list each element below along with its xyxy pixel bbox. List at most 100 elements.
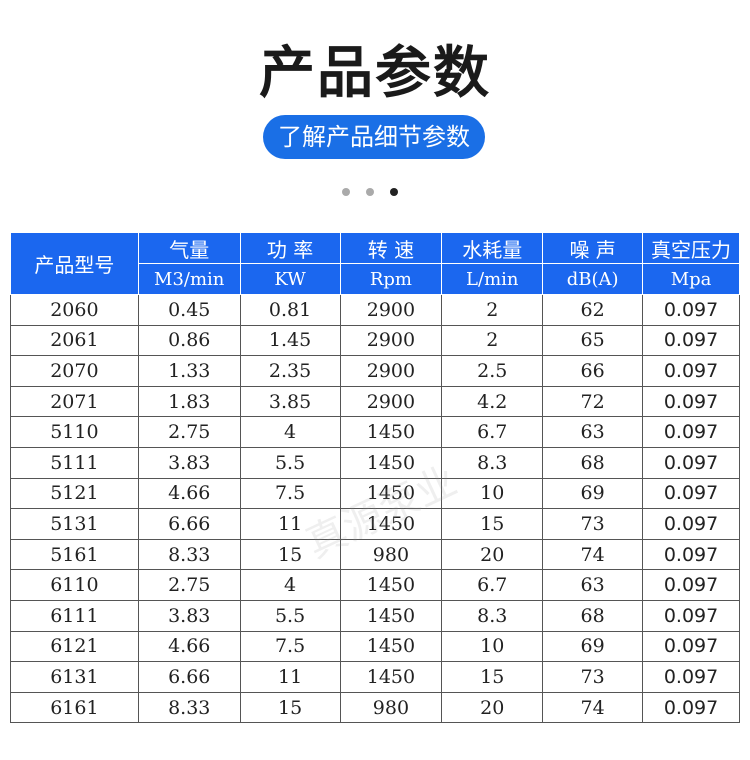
table-cell: 73 [542,661,644,693]
table-cell: 74 [542,691,644,724]
header-unit: L/min [441,263,544,295]
table-cell: 7.5 [239,477,341,510]
header-unit: Rpm [339,263,443,295]
table-cell: 8.33 [137,691,241,724]
table-row: 5131 6.66 11 1450 15 73 0.097 [10,508,740,540]
header-unit: dB(A) [542,263,644,295]
spec-table: 产品型号 气量功 率转 速水耗量噪 声真空压力 M3/min KW Rpm L/min dB… [10,232,740,724]
table-cell: 2.35 [239,355,341,387]
table-cell: 6.66 [137,661,241,693]
header-name: 噪 声 [542,232,644,264]
table-cell: 74 [542,538,644,571]
table-cell: 72 [542,385,644,418]
table-cell: 1.45 [239,324,341,357]
table-cell: 2 [441,294,544,326]
table-cell: 0.097 [642,385,740,418]
table-cell: 10 [441,477,544,510]
header-unit: KW [239,263,341,295]
table-cell: 6.66 [137,508,241,540]
table-cell: 4.66 [137,477,241,510]
page-title: 产品参数 [259,41,491,106]
table-cell: 0.45 [137,294,241,326]
carousel-dot[interactable] [342,188,350,196]
table-cell: 6131 [10,661,139,693]
table-cell: 11 [239,508,341,540]
table-cell: 6.7 [441,569,544,601]
header-unit: M3/min [137,263,241,295]
table-row: 5161 8.33 15 980 20 74 0.097 [10,538,740,571]
table-row: 2071 1.83 3.85 2900 4.2 72 0.097 [10,385,740,418]
header-name: 气量 [137,232,241,264]
table-cell: 2070 [10,355,139,387]
table-cell: 0.097 [642,691,740,724]
table-cell: 5161 [10,538,139,571]
table-cell: 15 [441,508,544,540]
table-cell: 0.097 [642,294,740,326]
table-cell: 8.33 [137,538,241,571]
table-cell: 68 [542,599,644,632]
table-cell: 7.5 [239,630,341,663]
header-model: 产品型号 [10,232,139,295]
table-cell: 0.097 [642,324,740,357]
table-cell: 2900 [339,294,443,326]
table-cell: 65 [542,324,644,357]
table-cell: 0.097 [642,569,740,601]
table-cell: 1450 [339,599,443,632]
table-cell: 1450 [339,661,443,693]
carousel-dot[interactable] [366,188,374,196]
table-cell: 3.83 [137,446,241,479]
table-cell: 5131 [10,508,139,540]
table-cell: 3.83 [137,599,241,632]
table-cell: 2.75 [137,416,241,448]
table-cell: 6110 [10,569,139,601]
table-cell: 2 [441,324,544,357]
table-cell: 980 [339,538,443,571]
product-details-button[interactable]: 了解产品细节参数 [263,115,485,159]
table-cell: 2900 [339,355,443,387]
table-cell: 8.3 [441,446,544,479]
table-cell: 5111 [10,446,139,479]
table-cell: 1.33 [137,355,241,387]
table-cell: 1450 [339,416,443,448]
table-cell: 69 [542,477,644,510]
table-cell: 5.5 [239,446,341,479]
table-cell: 6161 [10,691,139,724]
table-cell: 63 [542,569,644,601]
table-cell: 1450 [339,508,443,540]
table-cell: 15 [239,691,341,724]
table-row: 5110 2.75 4 1450 6.7 63 0.097 [10,416,740,448]
table-cell: 4 [239,569,341,601]
table-cell: 6111 [10,599,139,632]
table-cell: 2900 [339,385,443,418]
carousel-dot-active[interactable] [390,188,398,196]
table-cell: 2.75 [137,569,241,601]
table-cell: 2060 [10,294,139,326]
header-name: 水耗量 [441,232,544,264]
table-cell: 0.86 [137,324,241,357]
table-cell: 66 [542,355,644,387]
table-cell: 980 [339,691,443,724]
table-cell: 1.83 [137,385,241,418]
table-row: 2070 1.33 2.35 2900 2.5 66 0.097 [10,355,740,387]
header-name: 真空压力 [642,232,740,264]
table-row: 5121 4.66 7.5 1450 10 69 0.097 [10,477,740,510]
table-row: 5111 3.83 5.5 1450 8.3 68 0.097 [10,446,740,479]
table-cell: 69 [542,630,644,663]
table-cell: 5.5 [239,599,341,632]
table-cell: 4.2 [441,385,544,418]
table-row: 6161 8.33 15 980 20 74 0.097 [10,691,740,724]
table-cell: 3.85 [239,385,341,418]
table-cell: 0.097 [642,538,740,571]
table-cell: 0.097 [642,630,740,663]
table-cell: 4 [239,416,341,448]
table-cell: 6.7 [441,416,544,448]
table-cell: 0.097 [642,446,740,479]
table-cell: 20 [441,691,544,724]
header-name: 功 率 [239,232,341,264]
table-cell: 0.097 [642,355,740,387]
table-row: 2061 0.86 1.45 2900 2 65 0.097 [10,324,740,357]
table-cell: 62 [542,294,644,326]
table-cell: 0.097 [642,508,740,540]
table-cell: 1450 [339,569,443,601]
